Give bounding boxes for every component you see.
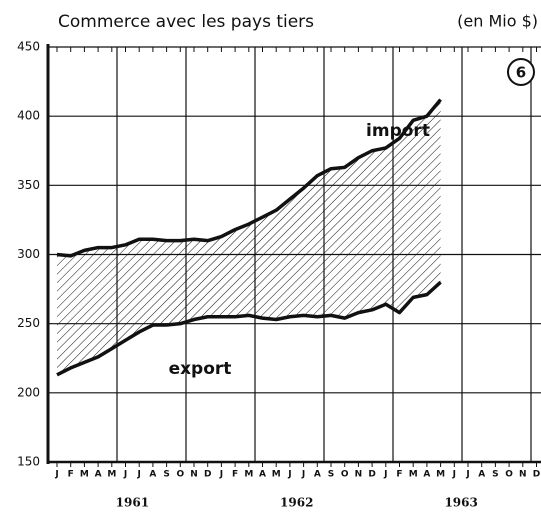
x-tick-label: N xyxy=(190,470,198,480)
x-tick-label: F xyxy=(396,470,402,480)
x-tick-label: F xyxy=(232,470,238,480)
year-label: 1962 xyxy=(280,496,313,510)
chart-title: Commerce avec les pays tiers xyxy=(58,12,314,32)
x-tick-label: J xyxy=(137,470,141,480)
x-tick-label: J xyxy=(383,470,387,480)
x-tick-label: A xyxy=(259,470,266,480)
x-tick-label: J xyxy=(452,470,456,480)
x-tick-label: S xyxy=(328,470,334,480)
x-tick-label: A xyxy=(95,470,102,480)
year-label: 1961 xyxy=(116,496,149,510)
x-tick-label: J xyxy=(123,470,127,480)
y-tick-label: 350 xyxy=(17,178,40,192)
x-tick-label: A xyxy=(149,470,156,480)
x-tick-label: J xyxy=(54,470,58,480)
y-tick-label: 250 xyxy=(17,316,40,330)
x-tick-label: M xyxy=(272,470,281,480)
y-tick-label: 300 xyxy=(17,247,40,261)
unit-label: (en Mio $) xyxy=(457,12,538,31)
x-tick-label: J xyxy=(465,470,469,480)
x-tick-label: J xyxy=(219,470,223,480)
x-tick-label: M xyxy=(436,470,445,480)
y-tick-label: 150 xyxy=(17,455,40,469)
series-line xyxy=(56,98,442,258)
x-tick-label: N xyxy=(355,470,363,480)
x-tick-label: D xyxy=(533,470,540,480)
x-tick-label: N xyxy=(519,470,527,480)
y-tick-label: 200 xyxy=(17,385,40,399)
x-tick-label: A xyxy=(478,470,485,480)
y-tick-label: 450 xyxy=(17,40,40,54)
x-tick-label: O xyxy=(176,470,184,480)
y-tick-label: 400 xyxy=(17,109,40,123)
x-tick-label: S xyxy=(492,470,498,480)
number-badge xyxy=(507,58,535,86)
x-tick-label: F xyxy=(68,470,74,480)
chart-number: 6 xyxy=(516,64,526,82)
x-tick-label: M xyxy=(409,470,418,480)
x-tick-label: A xyxy=(423,470,430,480)
x-tick-label: D xyxy=(204,470,211,480)
x-tick-label: S xyxy=(163,470,169,480)
x-tick-label: D xyxy=(368,470,375,480)
x-tick-label: M xyxy=(80,470,89,480)
vertical-grid xyxy=(116,47,532,462)
x-tick-label: O xyxy=(505,470,513,480)
x-tick-label: M xyxy=(107,470,116,480)
series-line xyxy=(56,280,442,377)
x-tick-label: J xyxy=(287,470,291,480)
x-tick-label: J xyxy=(301,470,305,480)
year-label: 1963 xyxy=(444,496,477,510)
x-tick-label: M xyxy=(244,470,253,480)
series-label: export xyxy=(169,359,232,379)
x-tick-label: A xyxy=(314,470,321,480)
series-label: import xyxy=(366,121,430,141)
x-tick-label: O xyxy=(341,470,349,480)
